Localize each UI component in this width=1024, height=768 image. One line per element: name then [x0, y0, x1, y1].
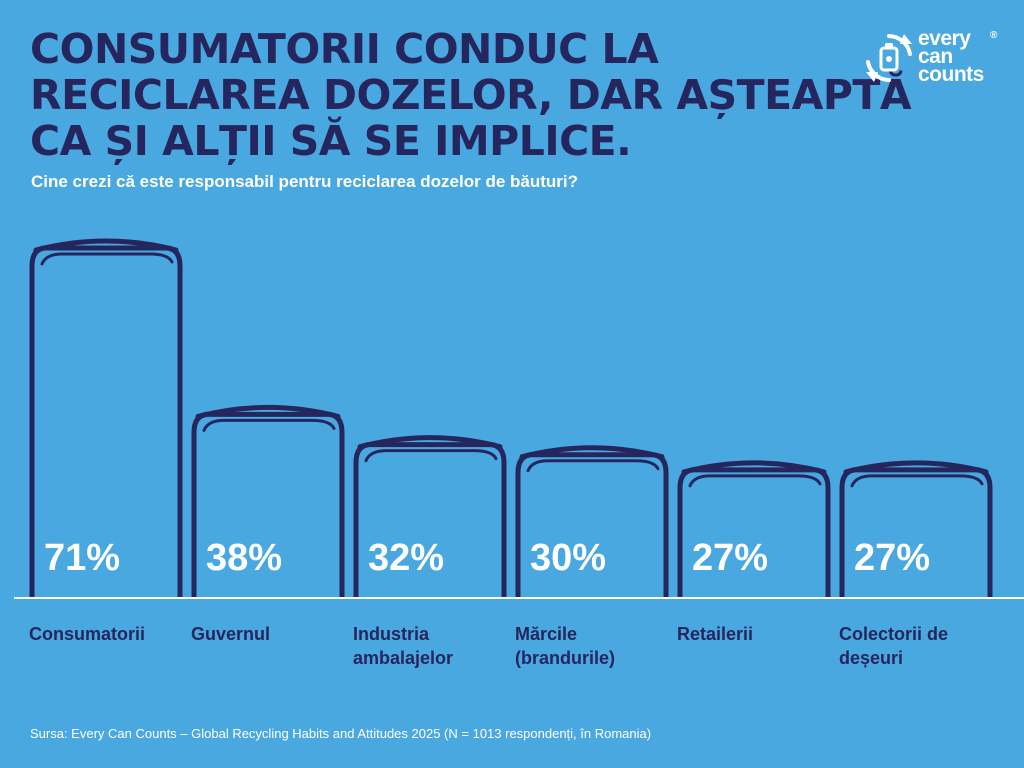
chart-subtitle: Cine crezi că este responsabil pentru re…: [31, 172, 579, 191]
bar-6: 27%: [839, 460, 993, 598]
can-body-6: [839, 467, 993, 598]
title-line-2: RECICLAREA DOZELOR, DAR AȘTEAPTĂ: [30, 71, 912, 119]
bar-3: 32%: [353, 435, 507, 598]
category-label-2: Guvernul: [191, 622, 341, 646]
category-label-line: deșeuri: [839, 648, 904, 668]
category-label-5: Retailerii: [677, 622, 827, 646]
can-lip-3: [364, 449, 498, 463]
can-body-5: [677, 467, 831, 598]
can-lip-2: [202, 418, 336, 432]
can-lip-6: [850, 474, 984, 488]
can-body-2: [191, 411, 345, 598]
can-body-4: [515, 452, 669, 598]
can-body-1: [29, 245, 183, 598]
logo-line-counts: counts: [918, 63, 984, 86]
category-label-line: Retailerii: [677, 624, 754, 644]
bar-1: 71%: [29, 238, 183, 598]
title-line-3: CA ȘI ALȚII SĂ SE IMPLICE.: [30, 117, 632, 165]
value-label-3: 32%: [368, 537, 444, 579]
can-rim-5: [681, 460, 827, 475]
can-rim-2: [195, 404, 341, 419]
can-lip-1: [40, 252, 174, 266]
bar-4: 30%: [515, 445, 669, 598]
page-title: CONSUMATORII CONDUC LA RECICLAREA DOZELO…: [30, 25, 912, 165]
category-label-3: Industria ambalajelor: [353, 622, 503, 670]
category-label-line: Consumatorii: [29, 624, 146, 644]
category-label-line: Colectorii de: [839, 624, 949, 644]
can-body-3: [353, 442, 507, 598]
title-line-1: CONSUMATORII CONDUC LA: [30, 25, 659, 73]
bar-2: 38%: [191, 404, 345, 598]
can-lip-5: [688, 474, 822, 488]
category-label-line: Industria: [353, 624, 430, 644]
category-label-line: ambalajelor: [353, 648, 454, 668]
can-lip-4: [526, 459, 660, 473]
category-label-6: Colectorii de deșeuri: [839, 622, 989, 670]
recycle-can-icon: [866, 34, 912, 82]
logo-wordmark: every can counts: [918, 27, 984, 86]
bar-5: 27%: [677, 460, 831, 598]
logo-line-can: can: [918, 45, 953, 68]
can-rim-6: [843, 460, 989, 475]
can-rim-4: [519, 445, 665, 460]
category-label-line: (brandurile): [515, 648, 616, 668]
category-label-line: Mărcile: [515, 624, 578, 644]
can-rim-1: [33, 238, 179, 253]
value-label-4: 30%: [530, 537, 606, 579]
registered-mark: ®: [990, 30, 998, 41]
every-can-counts-logo: every can counts ®: [862, 28, 1002, 88]
category-label-4: Mărcile (brandurile): [515, 622, 665, 670]
source-note: Sursa: Every Can Counts – Global Recycli…: [30, 726, 652, 741]
category-label-line: Guvernul: [191, 624, 271, 644]
can-rim-3: [357, 435, 503, 450]
value-label-5: 27%: [692, 537, 768, 579]
value-label-1: 71%: [44, 537, 120, 579]
logo-line-every: every: [918, 27, 971, 50]
value-label-2: 38%: [206, 537, 282, 579]
category-label-1: Consumatorii: [29, 622, 179, 646]
value-label-6: 27%: [854, 537, 930, 579]
